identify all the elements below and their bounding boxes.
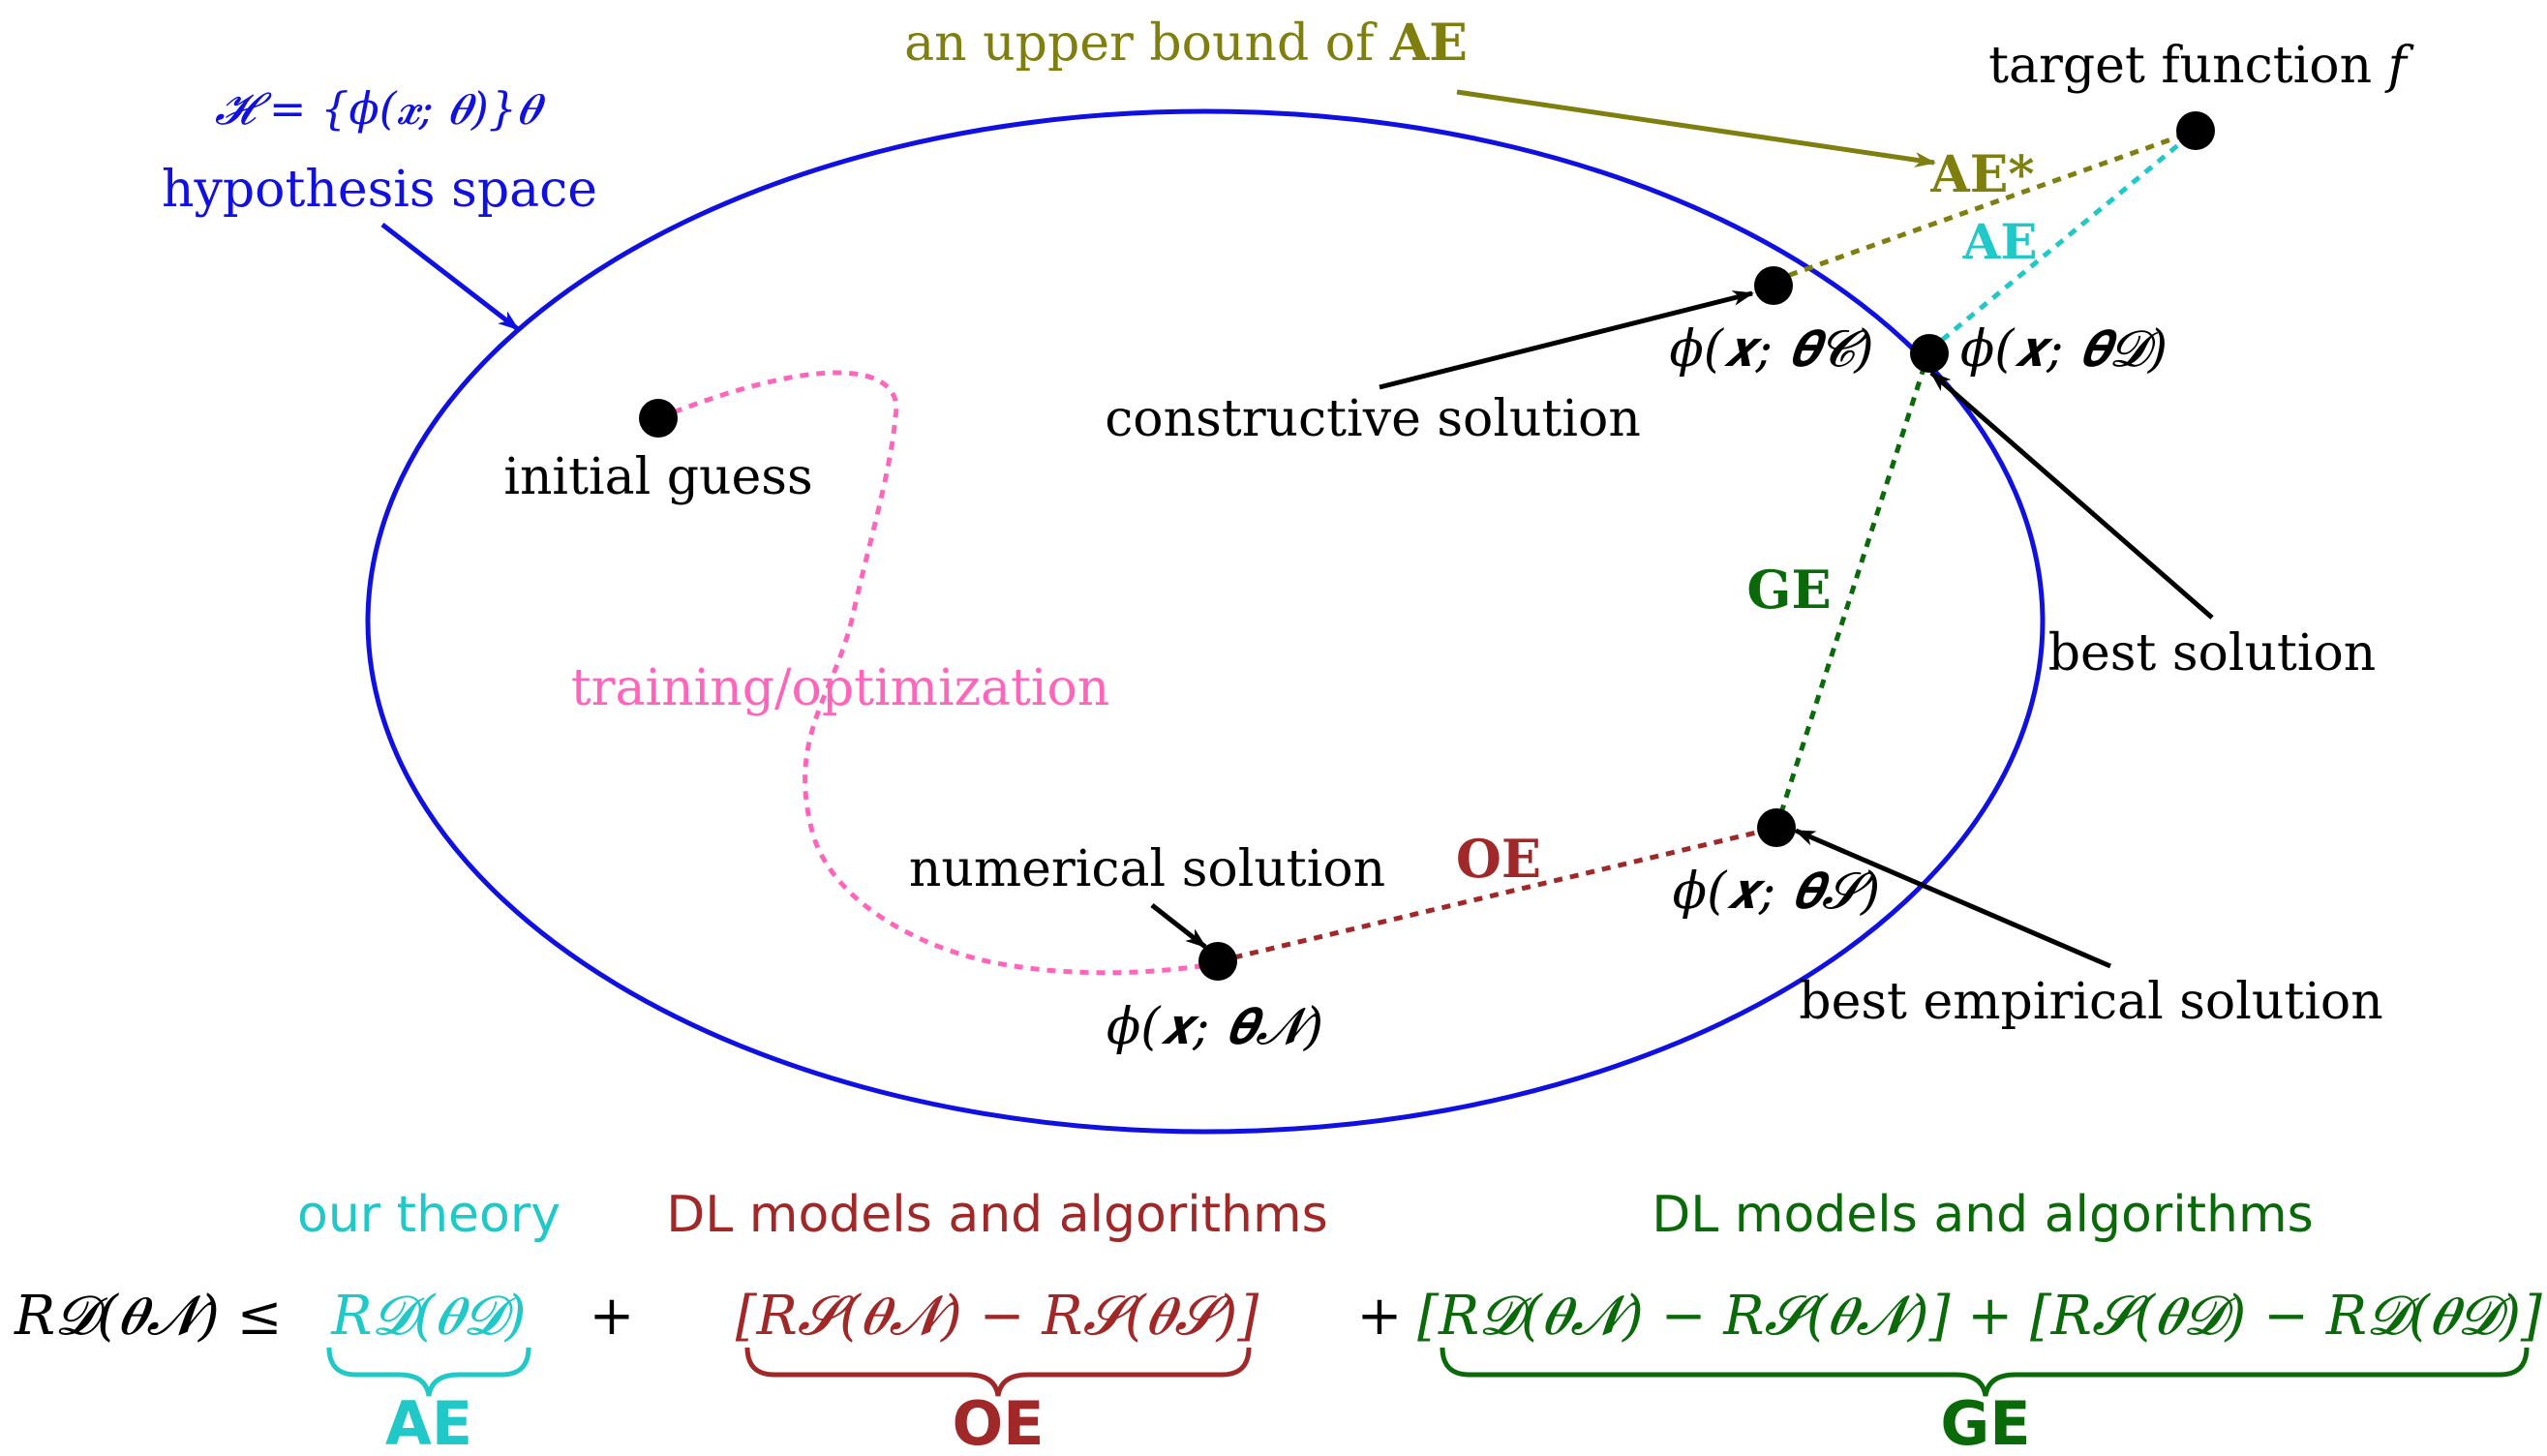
numerical-point <box>1198 942 1237 981</box>
above-ge-label: DL models and algorithms <box>1652 1186 2314 1244</box>
below-ae-label: AE <box>385 1388 472 1451</box>
best-solution-arrow <box>1929 371 2214 620</box>
upper-bound-ae: AE <box>1389 14 1468 73</box>
equation-term-oe: [R𝓢(𝜽𝓝) − R𝓢(𝜽𝓢)] <box>736 1285 1259 1348</box>
phi-d-label: ϕ(𝒙; 𝜽𝓓) <box>1960 320 2168 379</box>
upper-bound-arrow <box>1456 89 1936 167</box>
hypothesis-formula: 𝓗 = {ϕ(𝒙; 𝜽)}𝜽 <box>215 82 545 135</box>
initial-guess-label: initial guess <box>503 448 812 506</box>
target-point <box>2176 111 2215 150</box>
constructive-arrow <box>1379 290 1754 390</box>
hypothesis-space-label: hypothesis space <box>162 161 597 219</box>
above-oe-label: DL models and algorithms <box>666 1186 1328 1244</box>
ae-connection <box>1927 129 2198 352</box>
upper-bound-prefix: an upper bound of <box>904 15 1390 73</box>
numerical-arrow <box>1150 903 1207 949</box>
empirical-point <box>1757 808 1796 847</box>
constructive-solution-label: constructive solution <box>1105 390 1641 448</box>
phi-c-label: ϕ(𝒙; 𝜽𝓒) <box>1669 320 1873 379</box>
ae-star-label: AE* <box>1929 145 2034 204</box>
best-point <box>1910 334 1949 373</box>
training-path <box>657 370 1201 976</box>
initial-guess-point <box>639 399 678 438</box>
equation-lhs: R𝓓(𝜽𝓝) ≤ <box>14 1285 283 1348</box>
above-ae-label: our theory <box>297 1186 561 1244</box>
equation-plus-2: + <box>1357 1285 1403 1348</box>
hypothesis-space-ellipse <box>365 108 2046 1135</box>
equation-term-ge: [R𝓓(𝜽𝓝) − R𝓢(𝜽𝓝)] + [R𝓢(𝜽𝓓) − R𝓓(𝜽𝓓)] <box>1417 1285 2542 1348</box>
best-empirical-solution-label: best empirical solution <box>1799 973 2382 1031</box>
ge-brace <box>1440 1347 2530 1397</box>
equation-term-ae: R𝓓(𝜽𝓓) <box>330 1285 526 1348</box>
oe-connection <box>1217 825 1777 964</box>
numerical-solution-label: numerical solution <box>909 840 1385 898</box>
target-function-text: target function <box>1988 37 2387 95</box>
ae-brace <box>326 1347 531 1397</box>
target-function-f: f <box>2384 37 2414 95</box>
equation-plus-1: + <box>590 1285 635 1348</box>
ae-label: AE <box>1962 213 2038 270</box>
phi-s-label: ϕ(𝒙; 𝜽𝓢) <box>1673 863 1881 921</box>
hypothesis-arrow <box>380 223 520 331</box>
best-empirical-arrow <box>1794 828 2111 969</box>
below-oe-label: OE <box>952 1388 1044 1451</box>
oe-brace <box>744 1347 1252 1397</box>
ge-label: GE <box>1746 559 1831 621</box>
oe-label: OE <box>1456 828 1541 890</box>
upper-bound-label: an upper bound of AE <box>904 14 1468 73</box>
ge-connection <box>1774 349 1932 829</box>
best-solution-label: best solution <box>2048 624 2377 682</box>
training-label: training/optimization <box>571 659 1110 717</box>
below-ge-label: GE <box>1940 1388 2030 1451</box>
phi-n-label: ϕ(𝒙; 𝜽𝓝) <box>1107 998 1323 1056</box>
constructive-point <box>1754 266 1793 305</box>
target-function-label: target function f <box>1988 37 2413 95</box>
